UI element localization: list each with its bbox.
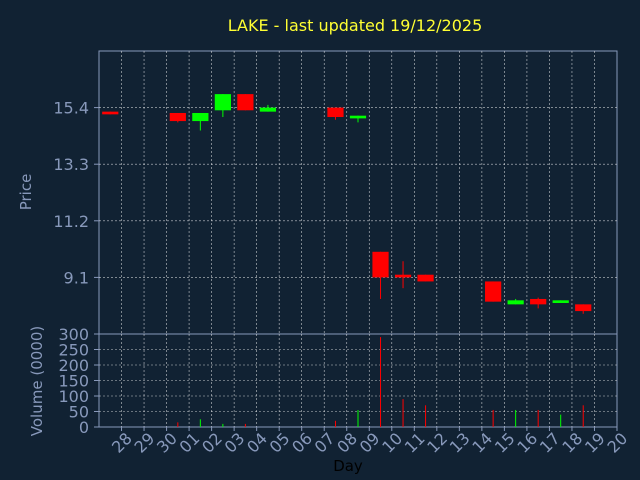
candle-09-body <box>349 115 367 119</box>
candle-11-body <box>394 274 412 278</box>
volume-tick-label: 150 <box>58 372 89 391</box>
volume-tick-label: 0 <box>79 418 89 437</box>
price-axis-title: Price <box>17 174 35 211</box>
candle-15-body <box>485 281 502 302</box>
volume-axis-title: Volume (0000) <box>28 326 46 436</box>
volume-tick-label: 50 <box>69 403 89 422</box>
volume-tick-label: 300 <box>58 325 89 344</box>
price-tick-label: 15.4 <box>53 99 89 118</box>
volume-tick-label: 250 <box>58 341 89 360</box>
candle-17-body <box>530 298 547 305</box>
chart-title: LAKE - last updated 19/12/2025 <box>228 16 483 35</box>
x-axis-title: Day <box>333 457 363 475</box>
candle-04-body <box>237 94 254 111</box>
candle-03-body <box>214 94 231 111</box>
candle-05-body <box>259 107 277 112</box>
candle-10-body <box>372 251 389 278</box>
candle-28-body <box>102 111 119 115</box>
candle-01-body <box>169 112 186 122</box>
volume-tick-label: 100 <box>58 387 89 406</box>
candle-08-body <box>327 107 344 118</box>
price-tick-label: 11.2 <box>53 212 89 231</box>
candle-18-body <box>552 300 569 304</box>
price-tick-label: 9.1 <box>64 268 89 287</box>
price-panel: 15.4 13.3 11.2 9.1 <box>53 50 618 335</box>
candle-12-body <box>417 274 434 282</box>
x-tick-label: 20 <box>603 429 631 457</box>
candle-02-body <box>192 112 209 122</box>
candle-16-body <box>507 300 524 305</box>
price-tick-label: 13.3 <box>53 155 89 174</box>
price-panel-frame <box>98 50 618 335</box>
volume-tick-label: 200 <box>58 356 89 375</box>
candle-19-body <box>575 304 592 312</box>
